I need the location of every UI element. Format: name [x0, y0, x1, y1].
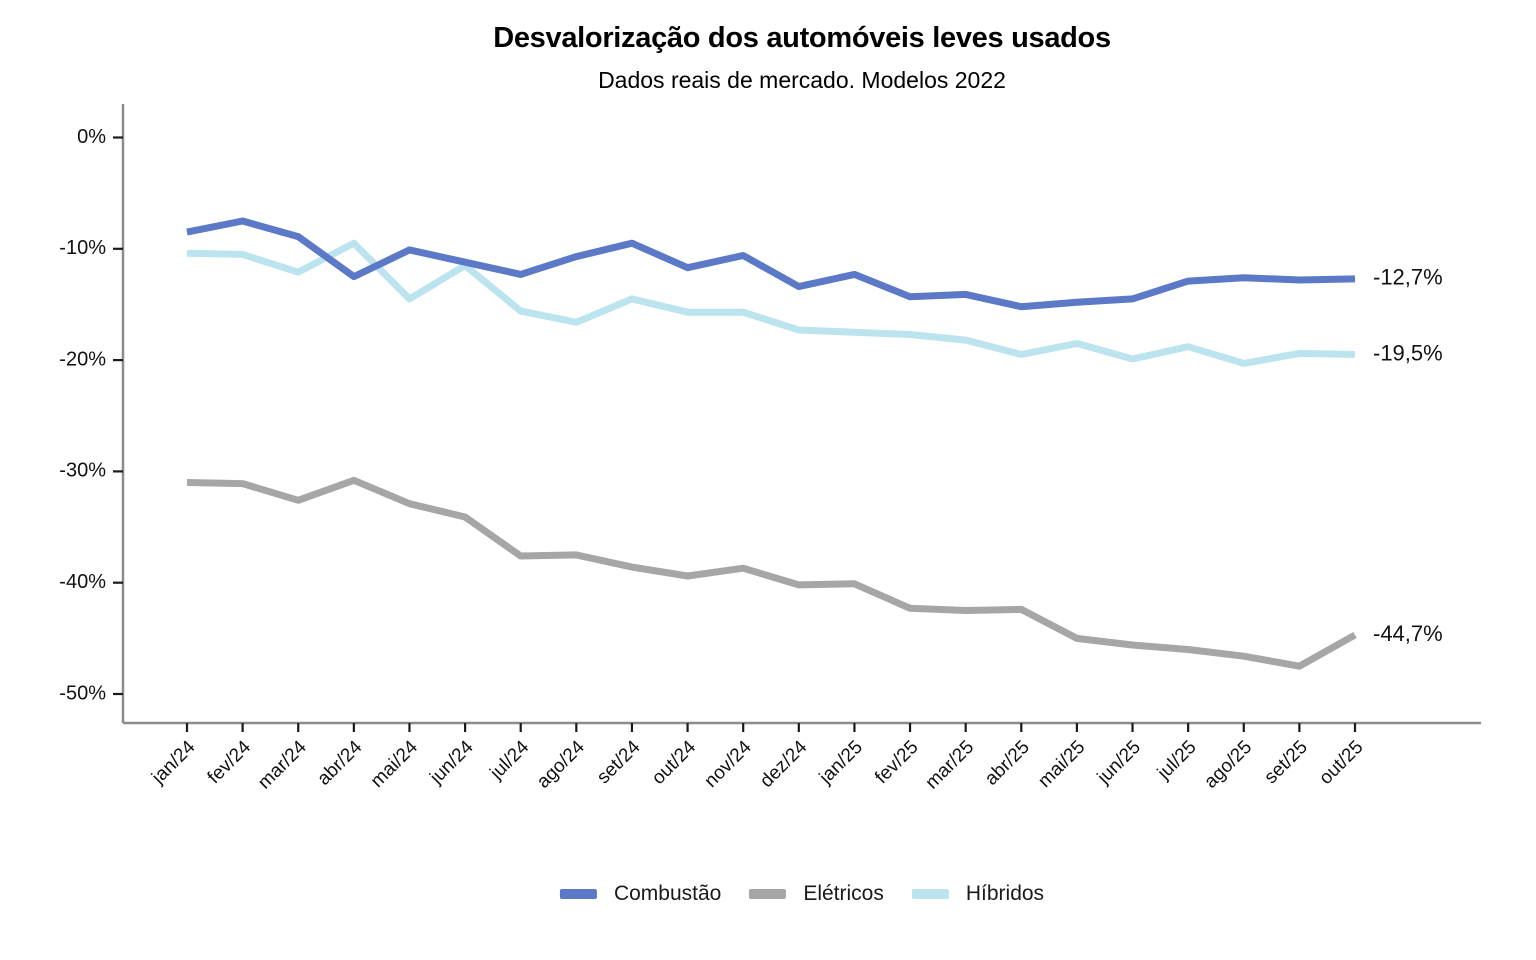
chart-title: Desvalorização dos automóveis leves usad…: [493, 22, 1111, 54]
x-tick-label: ago/24: [533, 736, 589, 792]
y-tick-label: -50%: [59, 682, 106, 704]
series-end-label: -44,7%: [1373, 621, 1443, 646]
series-end-label: -19,5%: [1373, 340, 1443, 365]
x-tick-label: jun/24: [425, 736, 477, 788]
series-line-hibridos: [186, 239, 1356, 367]
series-end-labels: -12,7% -44,7% -19,5%: [1373, 265, 1443, 646]
y-tick-label: 0%: [77, 126, 106, 148]
legend-label: Combustão: [613, 882, 722, 905]
x-tick-label: mai/24: [367, 736, 422, 791]
series-line-combustao: [186, 217, 1356, 311]
x-tick-label: jan/24: [147, 736, 199, 788]
x-tick-label: set/24: [593, 736, 645, 788]
y-tick-label: -30%: [59, 460, 106, 482]
axes: [121, 104, 1481, 725]
legend-swatch: [749, 889, 787, 899]
legend-item-combustao: Combustão: [559, 882, 722, 906]
x-tick-label: jun/25: [1093, 737, 1145, 789]
x-tick-label: fev/24: [204, 736, 256, 788]
x-tick-label: jul/25: [1153, 737, 1201, 785]
x-tick-label: abr/24: [313, 736, 366, 789]
legend-label: Híbridos: [965, 882, 1045, 905]
x-tick-label: mar/25: [922, 737, 979, 794]
legend-swatch: [911, 889, 949, 899]
chart-subtitle: Dados reais de mercado. Modelos 2022: [598, 67, 1006, 93]
x-tick-label: fev/25: [871, 737, 922, 788]
x-tick-label: mai/25: [1034, 737, 1089, 792]
legend-label: Elétricos: [803, 882, 884, 905]
legend-swatch: [559, 889, 597, 899]
legend: Combustão Elétricos Híbridos: [559, 882, 1045, 906]
x-tick-label: set/25: [1260, 737, 1311, 788]
series-end-label: -12,7%: [1373, 265, 1443, 290]
x-tick-label: dez/24: [756, 736, 811, 791]
legend-item-hibridos: Híbridos: [911, 882, 1045, 906]
x-tick-label: jul/24: [486, 736, 534, 784]
y-tick-label: -10%: [59, 237, 106, 259]
series-lines: [186, 217, 1357, 670]
legend-item-eletricos: Elétricos: [749, 882, 884, 906]
x-tick-label: out/25: [1315, 737, 1367, 789]
x-tick-label: out/24: [648, 736, 701, 789]
y-tick-label: -20%: [59, 348, 106, 370]
x-tick-label: abr/25: [981, 737, 1034, 790]
x-tick-label: nov/24: [701, 736, 756, 791]
series-line-eletricos: [186, 476, 1357, 670]
y-tick-label: -40%: [59, 571, 106, 593]
x-tick-label: mar/24: [254, 736, 311, 793]
x-tick-label: jan/25: [815, 737, 867, 789]
x-tick-label: ago/25: [1200, 737, 1256, 793]
